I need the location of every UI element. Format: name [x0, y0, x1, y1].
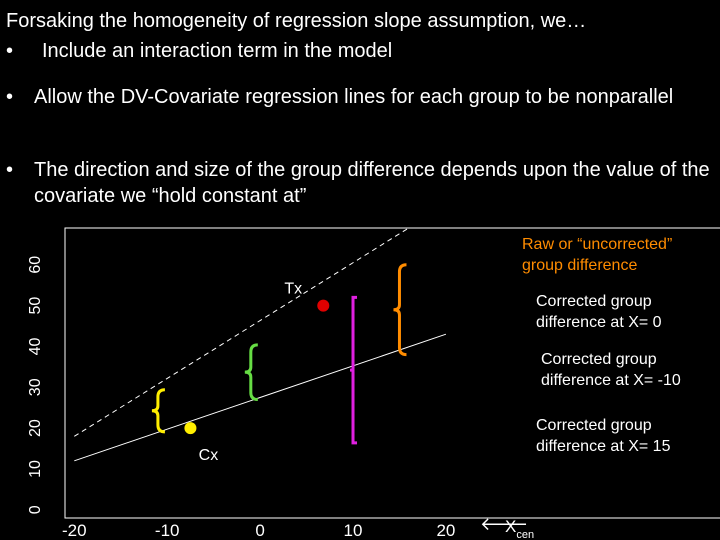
- bullet: Include an interaction term in the model: [6, 38, 720, 64]
- y-tick-label: 10: [27, 460, 44, 478]
- regression-line: [74, 333, 447, 462]
- bracket: [244, 343, 258, 402]
- point-label: Tx: [284, 281, 302, 298]
- bracket: [393, 263, 407, 357]
- regression-line: [74, 228, 410, 437]
- y-tick-label: 20: [27, 419, 44, 437]
- bullet: The direction and size of the group diff…: [6, 157, 720, 209]
- y-tick-label: 30: [27, 378, 44, 396]
- bullet: Allow the DV-Covariate regression lines …: [6, 84, 694, 110]
- y-tick-label: 60: [27, 256, 44, 274]
- point-label: Cx: [199, 447, 219, 464]
- bullet-text: Include an interaction term in the model: [42, 40, 393, 62]
- annotation: Corrected group difference at X= -10: [541, 351, 681, 389]
- y-tick-label: 40: [27, 337, 44, 355]
- point: [317, 299, 330, 312]
- point: [184, 422, 197, 435]
- slide-title: Forsaking the homogeneity of regression …: [6, 10, 587, 32]
- y-tick-label: 50: [27, 297, 44, 315]
- plot-frame: [64, 227, 720, 519]
- x-tick-label: -10: [155, 521, 180, 540]
- x-arrow: 🡐: [480, 514, 528, 534]
- bracket: [151, 388, 165, 434]
- x-tick-label: -20: [62, 521, 87, 540]
- x-label: Xcen: [505, 517, 534, 540]
- x-tick-label: 0: [255, 521, 264, 540]
- annotation: Corrected group difference at X= 15: [536, 417, 671, 455]
- y-tick-label: 0: [27, 505, 44, 514]
- x-tick-label: 20: [436, 521, 455, 540]
- annotation: Raw or “uncorrected” group difference: [522, 236, 673, 274]
- annotation: Corrected group difference at X= 0: [536, 293, 662, 331]
- x-tick-label: 10: [344, 521, 363, 540]
- x-label-main: X: [505, 517, 516, 536]
- bracket: [350, 295, 358, 445]
- x-label-sub: cen: [516, 529, 534, 540]
